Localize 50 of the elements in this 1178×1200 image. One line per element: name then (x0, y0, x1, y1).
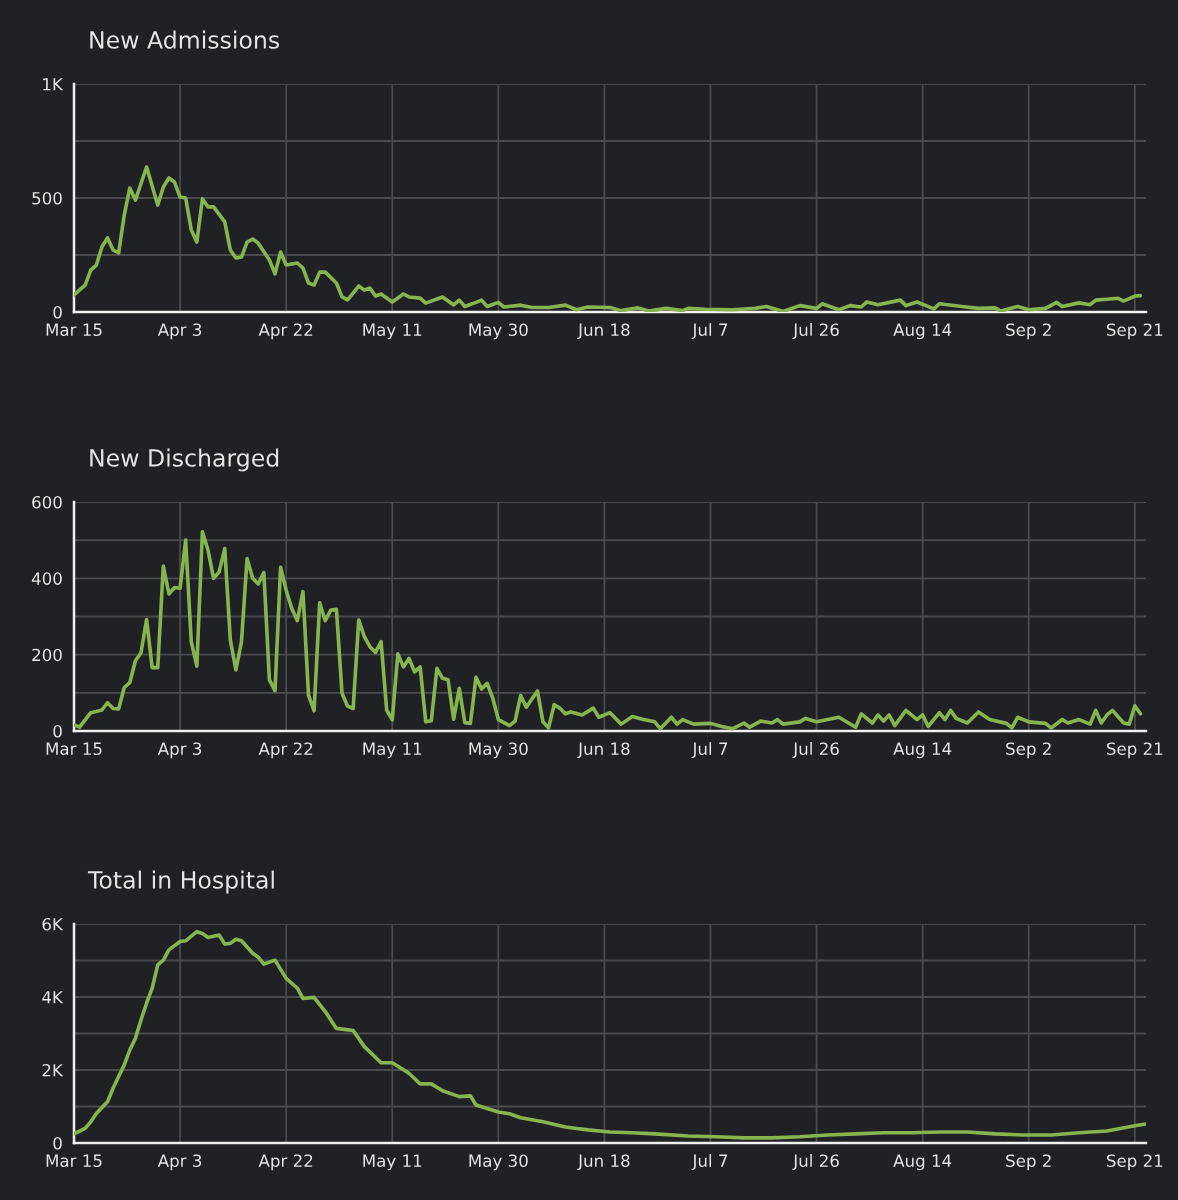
x-tick-label: May 30 (469, 323, 528, 340)
chart-title: Total in Hospital (87, 870, 274, 894)
y-tick-label: 0 (53, 724, 62, 738)
x-tick-label: May 30 (469, 1154, 528, 1171)
x-tick-label: Jul 7 (691, 323, 728, 340)
x-tick-label: Jul 26 (792, 742, 839, 759)
x-tick-label: May 30 (469, 742, 528, 759)
x-tick-label: Apr 22 (258, 742, 313, 759)
x-tick-label: Jul 26 (792, 323, 839, 340)
x-tick-label: Sep 21 (1106, 323, 1163, 340)
x-tick-label: Jun 18 (577, 1154, 630, 1171)
x-tick-label: Mar 15 (46, 742, 102, 756)
x-tick-label: Aug 14 (893, 323, 952, 340)
y-tick-label: 4K (42, 991, 64, 1004)
x-tick-label: Mar 15 (46, 1154, 102, 1168)
x-tick-label: Jul 26 (792, 1154, 839, 1171)
x-tick-label: Apr 3 (157, 1154, 202, 1171)
y-tick-label: 1K (43, 78, 64, 91)
chart-title: New Admissions (90, 30, 280, 49)
x-tick-label: May 11 (363, 323, 422, 340)
y-tick-label: 500 (32, 191, 62, 205)
x-tick-label: Sep 21 (1106, 742, 1163, 759)
x-tick-label: Apr 22 (258, 323, 313, 340)
x-tick-label: Apr 22 (258, 1154, 313, 1171)
x-tick-label: Mar 15 (46, 323, 102, 337)
line-series (74, 929, 1146, 1140)
line-series (74, 165, 1143, 312)
x-tick-label: May 11 (363, 742, 422, 759)
y-tick-label: 0 (53, 305, 62, 319)
y-tick-label: 0 (53, 1136, 62, 1150)
x-tick-label: Apr 3 (157, 742, 202, 759)
x-tick-label: Sep 2 (1006, 1154, 1051, 1171)
chart-title: New Discharged (90, 448, 279, 472)
x-tick-label: Sep 2 (1006, 742, 1051, 759)
x-tick-label: Jul 7 (691, 1154, 728, 1171)
y-tick-label: 400 (31, 572, 62, 585)
y-tick-label: 2K (42, 1063, 64, 1077)
x-tick-label: Aug 14 (893, 1154, 952, 1171)
x-tick-label: Sep 2 (1006, 323, 1051, 340)
y-tick-label: 6K (42, 917, 64, 931)
x-tick-label: May 11 (363, 1154, 422, 1171)
y-tick-label: 600 (32, 495, 62, 509)
x-tick-label: Apr 3 (157, 323, 202, 340)
x-tick-label: Jun 18 (577, 323, 630, 340)
x-tick-label: Jul 7 (691, 742, 728, 759)
x-tick-label: Jun 18 (577, 742, 630, 759)
x-tick-label: Sep 21 (1106, 1154, 1163, 1171)
x-tick-label: Aug 14 (893, 742, 952, 759)
line-series (74, 529, 1143, 731)
y-tick-label: 200 (32, 648, 62, 662)
